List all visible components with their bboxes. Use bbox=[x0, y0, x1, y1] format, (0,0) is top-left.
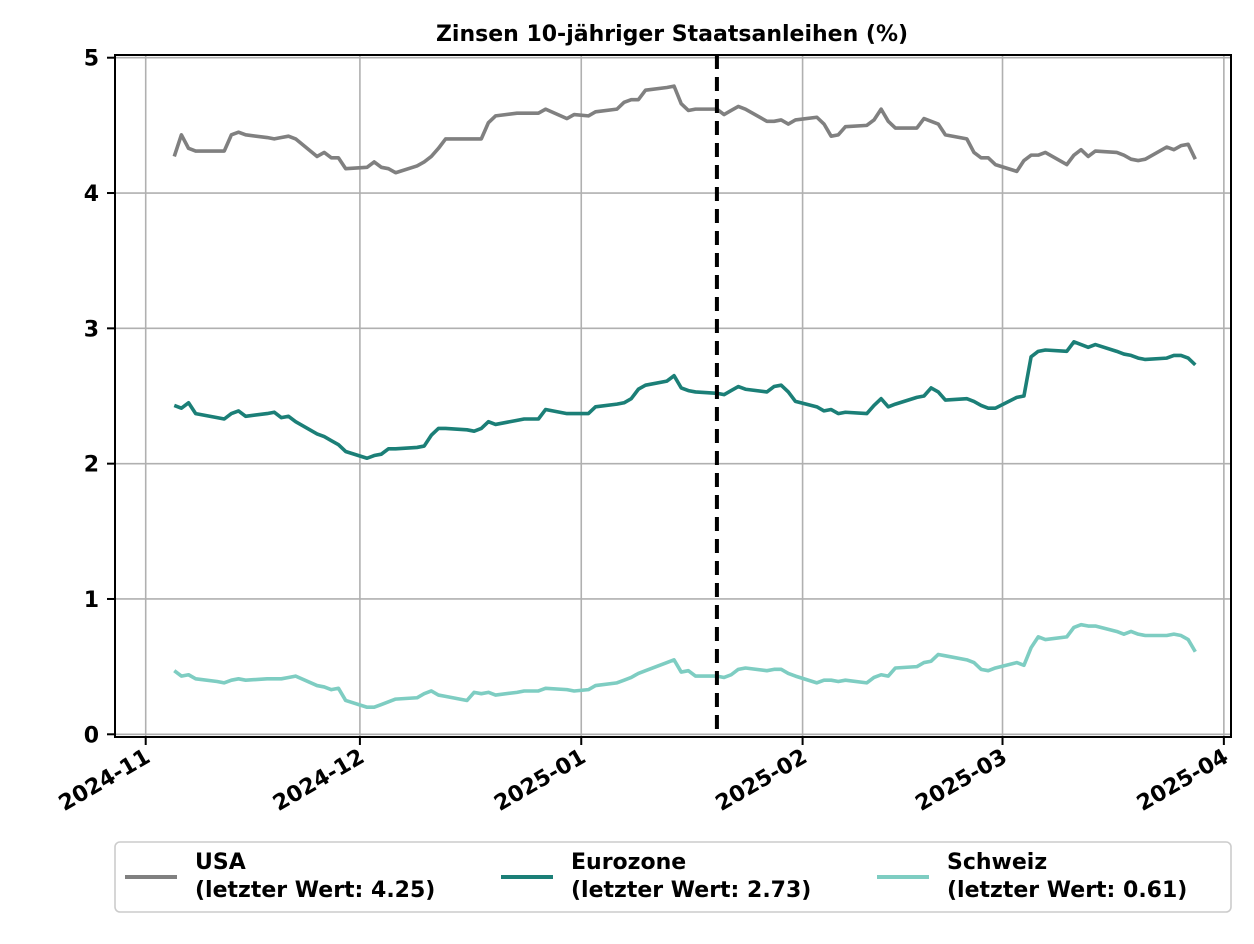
y-tick-label: 5 bbox=[84, 47, 99, 72]
legend-label-eurozone: Eurozone bbox=[571, 850, 686, 875]
legend-label-schweiz: Schweiz bbox=[947, 850, 1047, 875]
legend-box bbox=[114, 841, 1232, 913]
legend-label-usa: USA bbox=[195, 850, 246, 875]
legend-value-eurozone: (letzter Wert: 2.73) bbox=[571, 878, 811, 903]
y-tick-label: 4 bbox=[84, 182, 99, 207]
chart-title: Zinsen 10-jähriger Staatsanleihen (%) bbox=[436, 22, 908, 47]
plot-frame bbox=[114, 54, 1232, 738]
legend: USA (letzter Wert: 4.25) Eurozone (letzter … bbox=[114, 841, 1232, 913]
legend-value-usa: (letzter Wert: 4.25) bbox=[195, 878, 435, 903]
y-tick-label: 0 bbox=[84, 723, 99, 748]
legend-value-schweiz: (letzter Wert: 0.61) bbox=[947, 878, 1187, 903]
series-line-usa bbox=[172, 84, 1197, 175]
lines-layer bbox=[172, 84, 1197, 710]
y-tick-label: 2 bbox=[84, 453, 99, 478]
series-line-eurozone bbox=[173, 340, 1197, 461]
series-line-schweiz bbox=[173, 622, 1197, 710]
y-tick-label: 1 bbox=[84, 588, 99, 613]
y-tick-label: 3 bbox=[84, 317, 99, 342]
